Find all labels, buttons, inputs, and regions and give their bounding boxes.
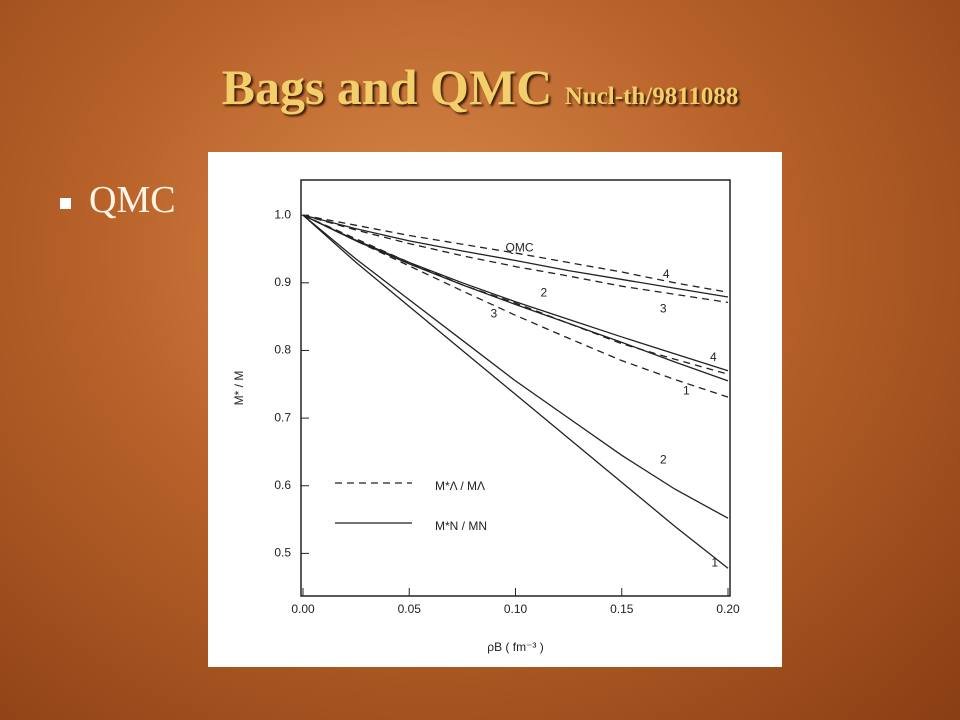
x-tick-label: 0.20 <box>716 602 740 616</box>
curve-label: 3 <box>491 307 498 321</box>
y-tick-label: 0.9 <box>274 275 291 289</box>
title-text: Bags and QMC <box>221 59 553 115</box>
series-line <box>302 214 729 569</box>
chart-background <box>208 152 782 667</box>
series-line <box>302 214 729 382</box>
curve-label: 1 <box>711 555 718 569</box>
slide-title: Bags and QMC Nucl-th/9811088 <box>0 58 960 116</box>
curve-label: 4 <box>663 267 670 281</box>
y-tick-label: 1.0 <box>274 207 291 221</box>
legend-label: M*N / MN <box>435 519 487 533</box>
curve-label: 1 <box>683 383 690 397</box>
x-tick-label: 0.10 <box>504 602 528 616</box>
series-line <box>302 214 729 372</box>
curve-label: 4 <box>710 350 717 364</box>
x-tick-label: 0.15 <box>610 602 634 616</box>
legend-label: M*Λ / MΛ <box>435 479 485 493</box>
series-line <box>302 214 729 293</box>
curve-label: 2 <box>541 285 548 299</box>
series-line <box>302 214 729 375</box>
curve-label: 3 <box>660 301 667 315</box>
series-line <box>302 214 729 519</box>
y-tick-label: 0.5 <box>274 546 291 560</box>
y-tick-label: 0.6 <box>274 478 291 492</box>
x-tick-label: 0.05 <box>398 602 422 616</box>
y-tick-label: 0.8 <box>274 343 291 357</box>
bullet-text: QMC <box>89 179 176 221</box>
series-line <box>302 214 729 304</box>
x-tick-label: 0.00 <box>291 602 315 616</box>
series-line <box>302 214 729 298</box>
title-ref: Nucl-th/9811088 <box>564 83 739 110</box>
y-axis-label: M* / M <box>232 371 246 406</box>
y-tick-label: 0.7 <box>274 410 291 424</box>
x-axis-label: ρB ( fm⁻³ ) <box>487 640 543 654</box>
curve-label: QMC <box>506 241 534 255</box>
curve-label: 2 <box>660 452 667 466</box>
bullet: QMC <box>60 178 176 222</box>
